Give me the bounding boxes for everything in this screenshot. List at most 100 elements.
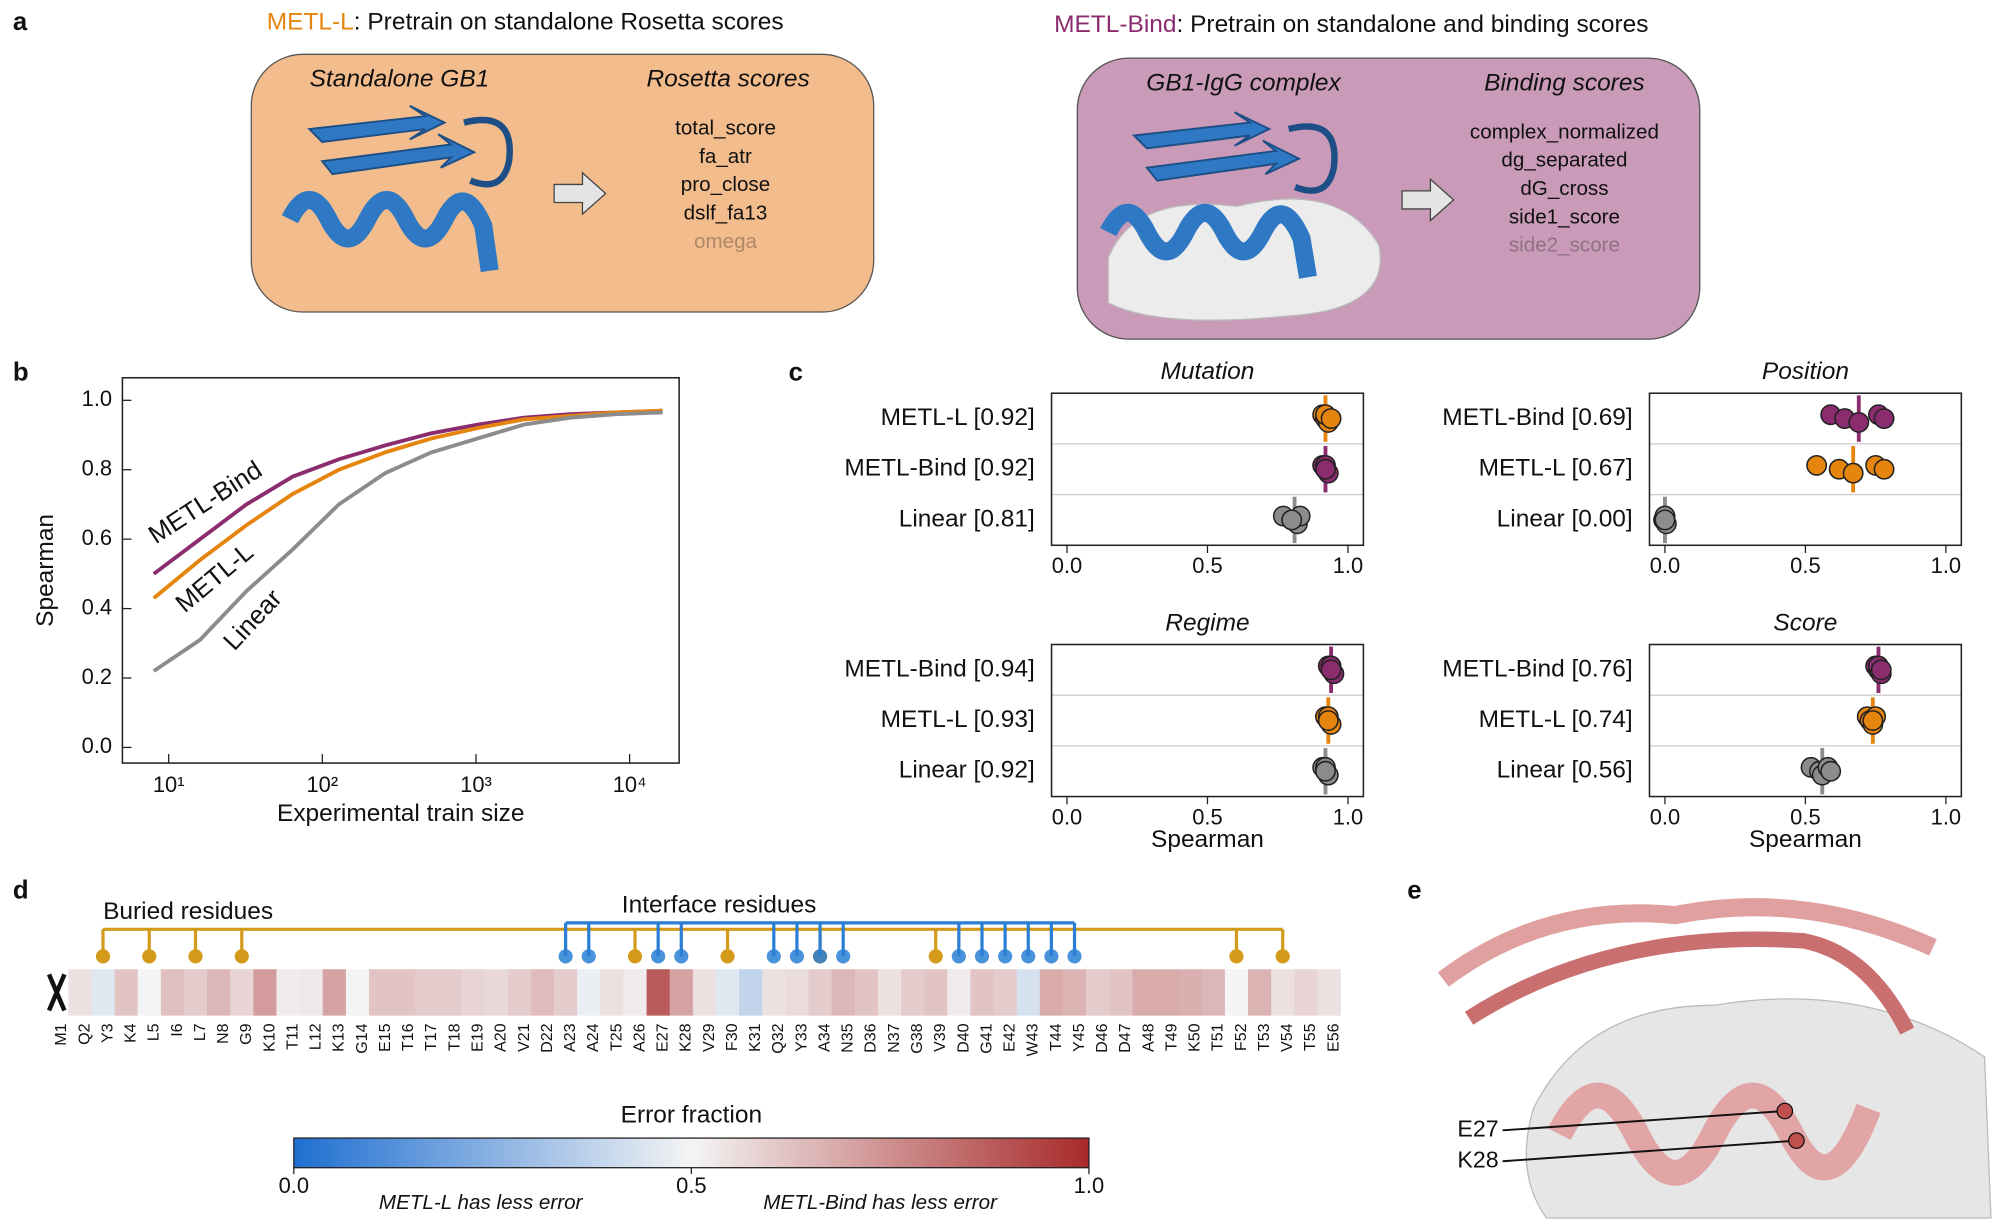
residue-label: K4 bbox=[122, 1023, 140, 1043]
y-tick-label: 0.0 bbox=[82, 733, 112, 758]
residue-label: Y45 bbox=[1070, 1023, 1088, 1052]
y-axis-label: Spearman bbox=[32, 514, 59, 627]
arrow bbox=[1401, 177, 1455, 222]
group-dot bbox=[812, 949, 828, 964]
residue-label: G41 bbox=[977, 1023, 995, 1053]
heatmap-cell bbox=[554, 969, 578, 1016]
row-label: Linear [0.92] bbox=[899, 757, 1035, 784]
y-tick-label: 1.0 bbox=[82, 386, 112, 411]
heatmap-cell bbox=[1201, 969, 1226, 1016]
panel-e-structure bbox=[1437, 898, 1992, 1219]
x-tick-label: 1.0 bbox=[1931, 804, 1961, 829]
residue-label: Y33 bbox=[792, 1023, 810, 1052]
residue-label: N37 bbox=[885, 1023, 903, 1053]
x-tick-label: 10³ bbox=[460, 772, 492, 797]
leader bbox=[1502, 1139, 1797, 1163]
heatmap-cell bbox=[345, 969, 370, 1016]
residue-label: K13 bbox=[330, 1023, 348, 1052]
group-dot bbox=[95, 949, 111, 964]
chart-title: Regime bbox=[1165, 609, 1249, 636]
heatmap-cell bbox=[762, 969, 786, 1016]
heatmap-cell bbox=[924, 969, 948, 1016]
heatmap-cell bbox=[91, 969, 115, 1016]
residue-label: V21 bbox=[515, 1023, 533, 1052]
residue-label: V39 bbox=[931, 1023, 949, 1052]
group-dot bbox=[142, 949, 157, 964]
group-dot bbox=[951, 949, 966, 964]
x-tick-label: 1.0 bbox=[1333, 553, 1363, 578]
score-name: side2_score bbox=[1509, 234, 1620, 257]
row-label: METL-Bind [0.94] bbox=[844, 655, 1034, 682]
heatmap-cell bbox=[808, 969, 833, 1016]
residue-label: A24 bbox=[584, 1023, 602, 1052]
point bbox=[1862, 710, 1884, 731]
residue-label: K28 bbox=[677, 1023, 695, 1052]
heatmap-cell bbox=[901, 969, 925, 1016]
title-text: : Pretrain on standalone and binding sco… bbox=[1177, 11, 1649, 38]
residue-label: T44 bbox=[1047, 1023, 1065, 1051]
chart-title: Mutation bbox=[1161, 358, 1255, 385]
y-tick-label: 0.6 bbox=[82, 525, 112, 550]
heatmap-cell bbox=[230, 969, 254, 1016]
heatmap-cell bbox=[484, 969, 509, 1016]
group-dot bbox=[998, 949, 1013, 964]
heatmap-cell bbox=[623, 969, 647, 1016]
x-tick-label: 1.0 bbox=[1931, 553, 1961, 578]
residue-label: A48 bbox=[1139, 1023, 1157, 1052]
heatmap-cell bbox=[1317, 969, 1341, 1016]
row-label: METL-L [0.74] bbox=[1479, 706, 1633, 733]
residue-label: G38 bbox=[908, 1023, 926, 1053]
heading: Binding scores bbox=[1484, 69, 1644, 96]
x-tick-label: 0.5 bbox=[1192, 804, 1222, 829]
residue-label: K50 bbox=[1186, 1023, 1204, 1052]
residue-label: T11 bbox=[283, 1023, 301, 1050]
title-text: : Pretrain on standalone Rosetta scores bbox=[354, 9, 784, 36]
group-dot bbox=[651, 949, 666, 964]
group-dot bbox=[789, 949, 805, 964]
x-tick-label: 10⁴ bbox=[613, 772, 647, 797]
heading: Standalone GB1 bbox=[310, 66, 490, 93]
residue-label: T16 bbox=[399, 1023, 417, 1051]
heatmap-cell bbox=[114, 969, 139, 1016]
score-name: complex_normalized bbox=[1470, 120, 1659, 143]
residue-label: L12 bbox=[307, 1023, 325, 1050]
residue-label: K28 bbox=[1457, 1146, 1498, 1172]
residue-label: W43 bbox=[1024, 1023, 1042, 1056]
row-label: Linear [0.00] bbox=[1497, 505, 1633, 532]
residue-label: T55 bbox=[1301, 1023, 1319, 1051]
plot-frame bbox=[121, 376, 680, 764]
group-dot bbox=[836, 949, 851, 964]
point bbox=[1317, 710, 1339, 731]
group-label: Interface residues bbox=[622, 892, 817, 919]
score-name: total_score bbox=[675, 116, 776, 139]
x-tick-label: 10¹ bbox=[153, 772, 185, 797]
group-dot bbox=[234, 949, 249, 964]
residue-label: E42 bbox=[1001, 1023, 1019, 1052]
residue-label: Q2 bbox=[75, 1023, 93, 1045]
heatmap-cell bbox=[1109, 969, 1133, 1016]
point bbox=[1315, 760, 1336, 782]
heatmap-cell bbox=[577, 969, 601, 1016]
residue-label: D22 bbox=[538, 1023, 556, 1053]
heatmap-cell bbox=[507, 969, 532, 1016]
x-tick-label: 1.0 bbox=[1333, 804, 1363, 829]
point bbox=[1654, 509, 1676, 531]
row-label: METL-L [0.92] bbox=[881, 404, 1035, 431]
heatmap-cell bbox=[831, 969, 856, 1016]
heatmap-cell bbox=[854, 969, 879, 1016]
y-tick-label: 0.4 bbox=[82, 594, 112, 619]
heatmap-cell bbox=[299, 969, 324, 1016]
colorbar-tick-label: 1.0 bbox=[1074, 1173, 1104, 1198]
missing-cell bbox=[46, 973, 67, 1012]
colorbar-note: METL-L has less error bbox=[379, 1191, 584, 1214]
residue-label: D40 bbox=[954, 1023, 972, 1053]
chart-title: Position bbox=[1762, 358, 1849, 385]
residue-label: T53 bbox=[1255, 1023, 1273, 1051]
point bbox=[1320, 408, 1342, 429]
x-tick-label: 0.5 bbox=[1192, 553, 1222, 578]
residue-label: K10 bbox=[260, 1023, 278, 1052]
heatmap-cell bbox=[415, 969, 439, 1016]
group-dot bbox=[1021, 949, 1036, 964]
heatmap-cell bbox=[1086, 969, 1110, 1016]
residue-label: F30 bbox=[723, 1023, 741, 1051]
